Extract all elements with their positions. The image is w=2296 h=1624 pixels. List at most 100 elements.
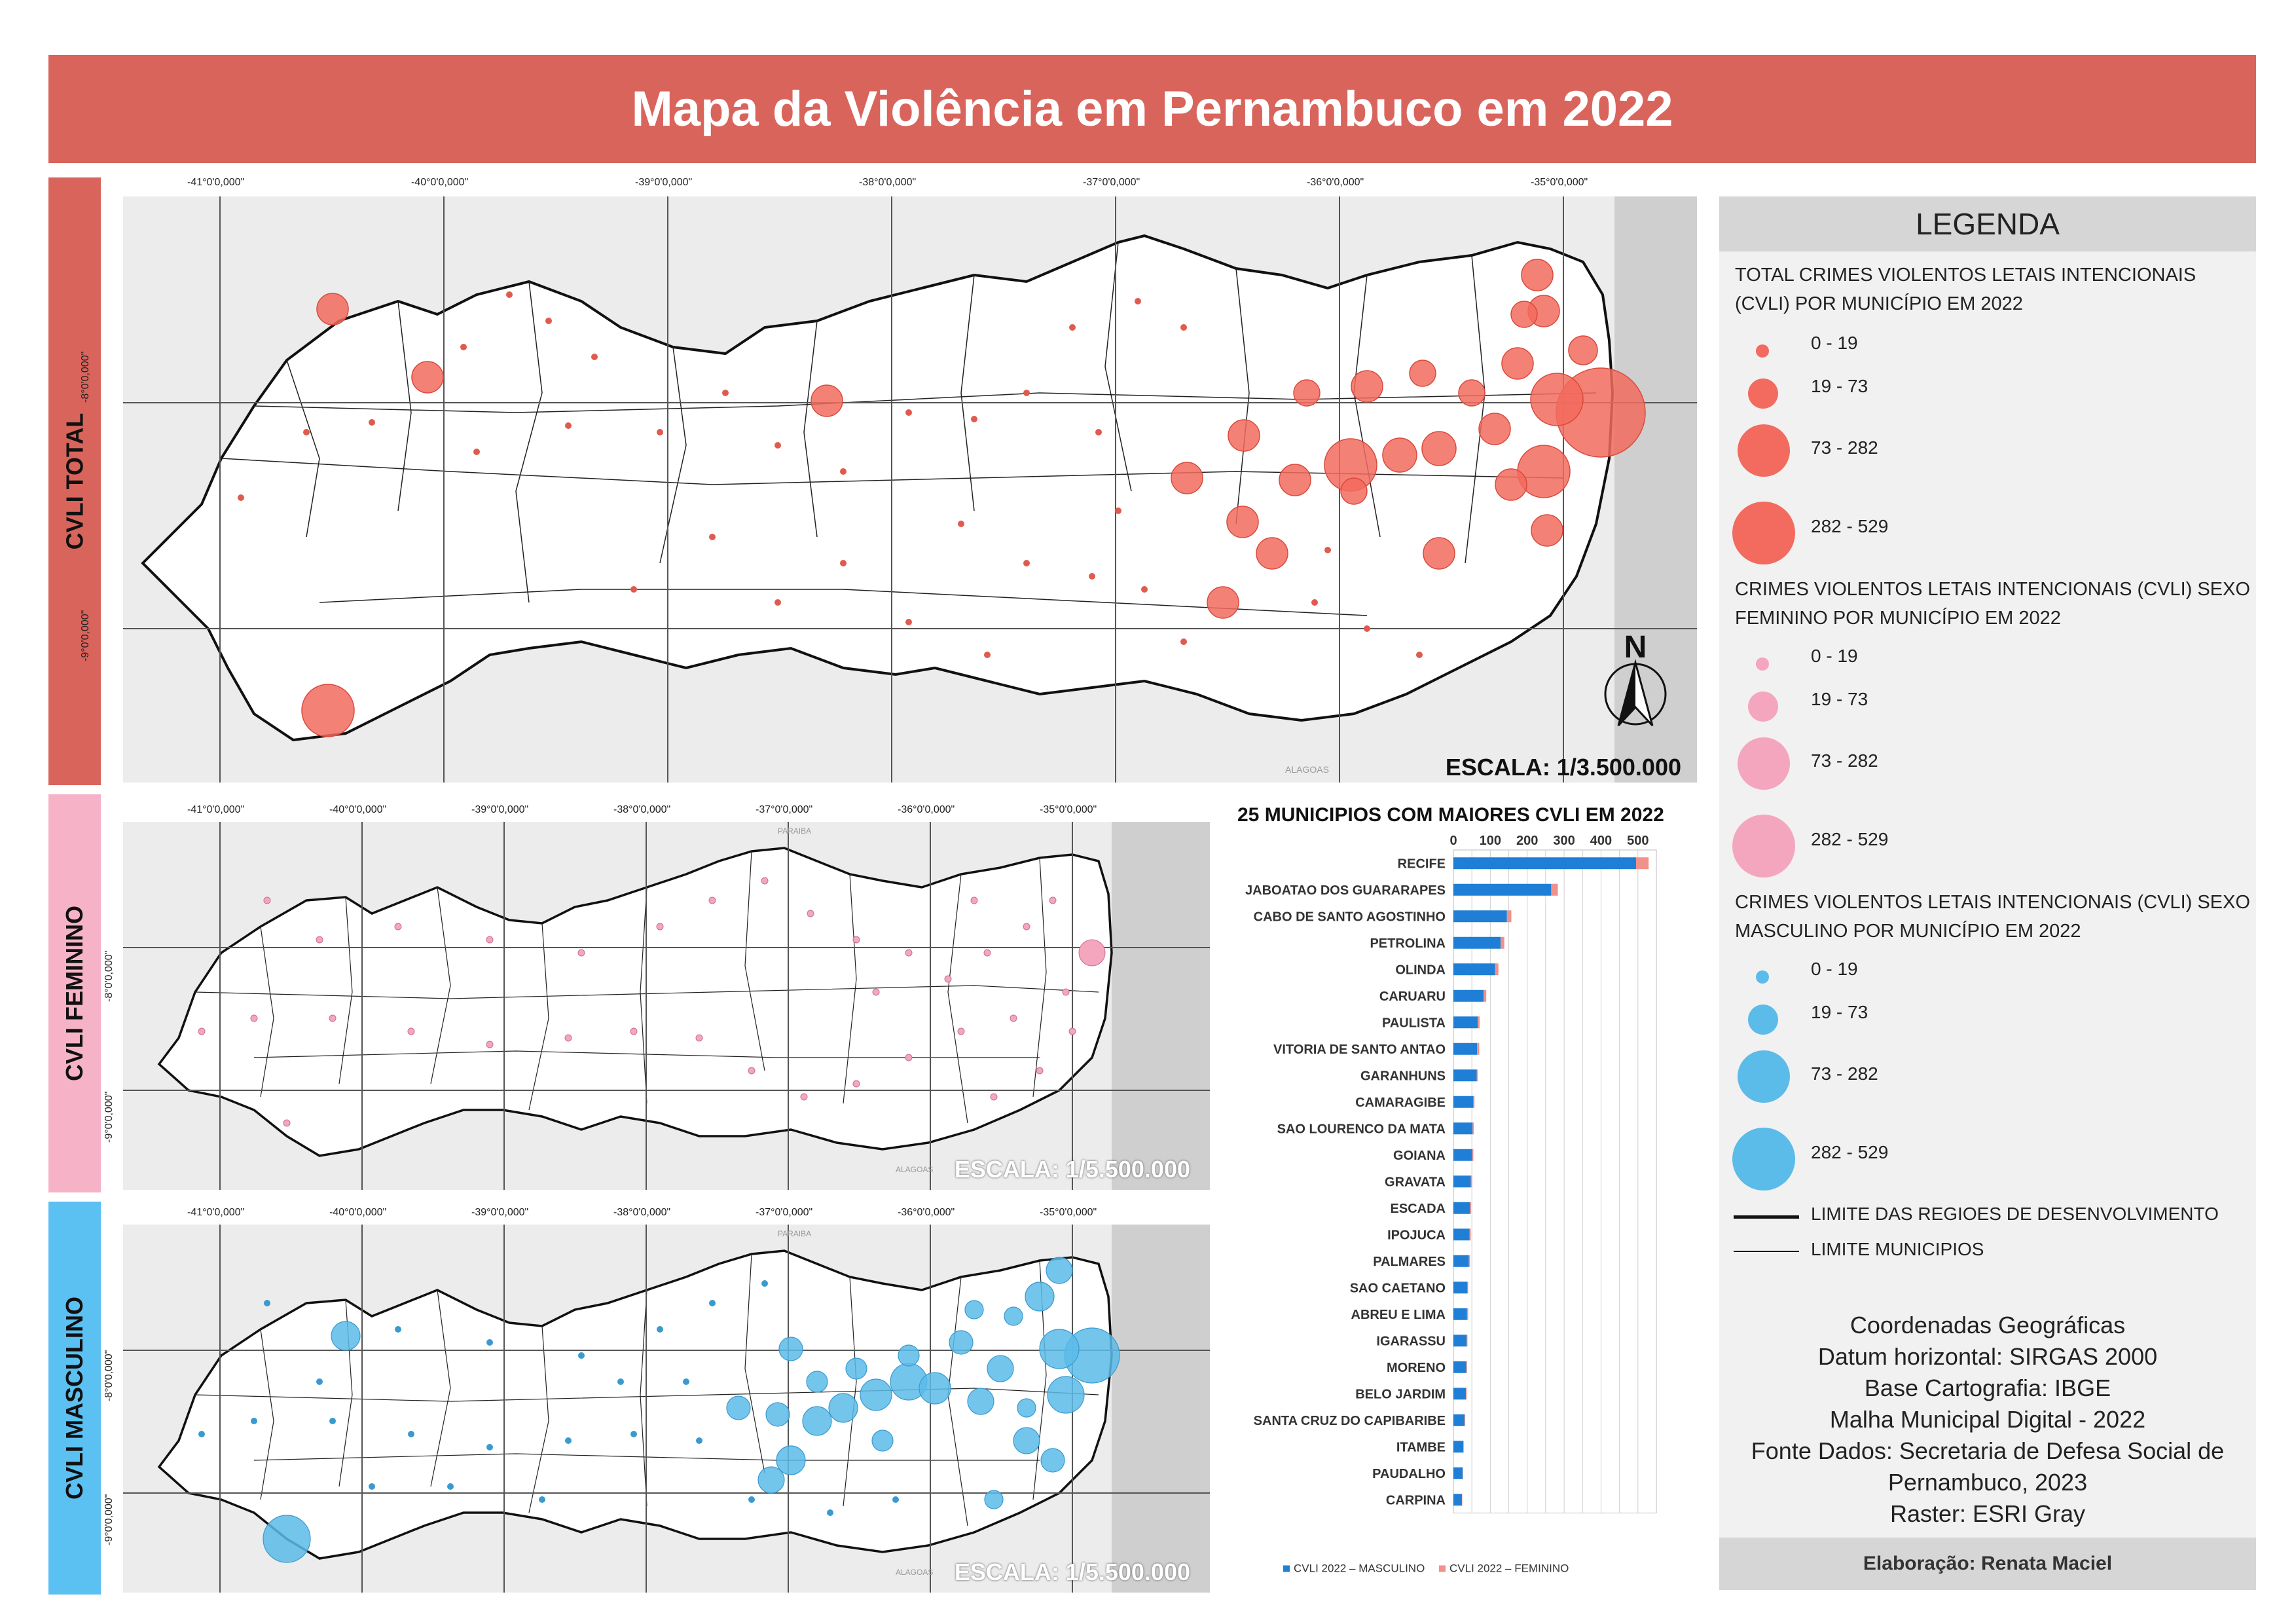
chart-tick-label: 100 bbox=[1480, 834, 1501, 848]
legend-total-circle-1 bbox=[1756, 344, 1769, 358]
chart-bar-masculino bbox=[1453, 1202, 1470, 1214]
info-line: Fonte Dados: Secretaria de Defesa Social… bbox=[1751, 1437, 2225, 1464]
chart-plot-area bbox=[1453, 849, 1657, 1513]
lon-label: -38°0'0,000" bbox=[859, 177, 917, 188]
chart-bar-masculino bbox=[1453, 936, 1501, 949]
chart-bar-feminino bbox=[1469, 1228, 1471, 1241]
map-total-canvas: ALAGOAS N bbox=[123, 196, 1697, 783]
alagoas-label: ALAGOAS bbox=[896, 1165, 933, 1174]
chart-category-label: CARPINA bbox=[1386, 1493, 1446, 1507]
lon-label: -40°0'0,000" bbox=[411, 177, 469, 188]
chart-bar-masculino bbox=[1453, 1467, 1463, 1479]
chart-category-label: PAUDALHO bbox=[1372, 1467, 1446, 1481]
lon-label: -40°0'0,000" bbox=[329, 1207, 387, 1218]
chart-bar-feminino bbox=[1506, 910, 1512, 923]
legend-total-class-4: 282 - 529 bbox=[1811, 516, 1889, 536]
chart-bar-feminino bbox=[1467, 1308, 1468, 1320]
legend-masculino-circle-1 bbox=[1756, 970, 1769, 984]
chart-bar-feminino bbox=[1636, 857, 1649, 870]
legend-masculino-class-4: 282 - 529 bbox=[1811, 1142, 1889, 1162]
credit: Elaboração: Renata Maciel bbox=[1719, 1538, 2256, 1590]
chart-category-label: GOIANA bbox=[1393, 1149, 1446, 1163]
chart-legend-swatch-masculino bbox=[1283, 1565, 1290, 1572]
lat-label: -9°0'0,000" bbox=[80, 610, 91, 661]
legend-municipios-label: LIMITE MUNICIPIOS bbox=[1811, 1239, 1984, 1259]
scale-masculino: ESCALA: 1/5.500.000 bbox=[954, 1559, 1190, 1585]
lon-label: -38°0'0,000" bbox=[613, 1207, 671, 1218]
legend-feminino-circle-2 bbox=[1748, 692, 1778, 722]
legend-feminino-circle-3 bbox=[1738, 737, 1790, 790]
chart-bar-feminino bbox=[1472, 1149, 1474, 1161]
chart-category-label: IPOJUCA bbox=[1387, 1228, 1446, 1242]
map-info: Coordenadas Geográficas Datum horizontal… bbox=[1719, 1310, 2256, 1530]
lon-label: -35°0'0,000" bbox=[1040, 804, 1097, 815]
lat-label: -9°0'0,000" bbox=[103, 1494, 115, 1545]
chart-bar-masculino bbox=[1453, 883, 1552, 896]
legend-masculino-class-2: 19 - 73 bbox=[1811, 1002, 1868, 1022]
chart-bar-masculino bbox=[1453, 1096, 1474, 1108]
map-total[interactable]: ALAGOAS N ESCALA: 1/3.500.000 bbox=[123, 196, 1697, 783]
chart-bar-feminino bbox=[1501, 936, 1504, 949]
chart-bar-masculino bbox=[1453, 1228, 1470, 1241]
chart-bar-feminino bbox=[1463, 1441, 1464, 1453]
chart-bar-feminino bbox=[1468, 1255, 1470, 1267]
legend-feminino-class-1: 0 - 19 bbox=[1811, 646, 1858, 666]
chart-category-label: SANTA CRUZ DO CAPIBARIBE bbox=[1254, 1414, 1446, 1428]
legend-masculino-class-3: 73 - 282 bbox=[1811, 1063, 1878, 1084]
lon-label: -37°0'0,000" bbox=[1083, 177, 1140, 188]
side-tab-masculino: CVLI MASCULINO bbox=[48, 1202, 101, 1595]
chart-tick-label: 500 bbox=[1627, 834, 1649, 848]
legend-total-circle-4 bbox=[1732, 502, 1795, 564]
legend-feminino-class-3: 73 - 282 bbox=[1811, 750, 1878, 771]
chart-category-label: PETROLINA bbox=[1370, 936, 1446, 951]
chart-bar-masculino bbox=[1453, 1255, 1469, 1267]
chart-bar-masculino bbox=[1453, 857, 1636, 870]
side-tab-total: CVLI TOTAL bbox=[48, 177, 101, 785]
map-masculino[interactable]: ALAGOAS PARAIBA ESCALA: 1/5.500.000 bbox=[123, 1225, 1210, 1593]
page-title: Mapa da Violência em Pernambuco em 2022 bbox=[48, 55, 2256, 163]
lat-label: -8°0'0,000" bbox=[103, 950, 115, 1002]
chart-canvas: 0 100 200 300 400 500 RECIFE JABOATAO DOS GUARA… bbox=[1245, 834, 1657, 1575]
chart-legend-feminino: CVLI 2022 – FEMININO bbox=[1449, 1562, 1569, 1575]
chart-bar-masculino bbox=[1453, 1016, 1478, 1029]
map-feminino[interactable]: ALAGOAS PARAIBA ESCALA: 1/5.500.000 bbox=[123, 822, 1210, 1190]
chart-category-label: ITAMBE bbox=[1396, 1440, 1446, 1454]
chart-category-label: JABOATAO DOS GUARARAPES bbox=[1245, 883, 1446, 898]
info-line: Base Cartografia: IBGE bbox=[1864, 1375, 2111, 1401]
chart-category-label: CAMARAGIBE bbox=[1355, 1096, 1446, 1110]
chart-bar-feminino bbox=[1467, 1282, 1468, 1294]
lon-label: -36°0'0,000" bbox=[898, 804, 955, 815]
chart-tick-label: 0 bbox=[1449, 834, 1457, 848]
legend-total-title: TOTAL CRIMES VIOLENTOS LETAIS INTENCIONA… bbox=[1735, 265, 2196, 314]
chart-bar-feminino bbox=[1551, 883, 1558, 896]
chart-bar-feminino bbox=[1472, 1122, 1474, 1135]
lon-label: -39°0'0,000" bbox=[471, 1207, 529, 1218]
chart-bar-masculino bbox=[1453, 1494, 1462, 1506]
bar-chart: 25 MUNICIPIOS COM MAIORES CVLI EM 2022 0… bbox=[1224, 804, 1683, 1596]
alagoas-label: ALAGOAS bbox=[1285, 764, 1329, 775]
chart-category-label: RECIFE bbox=[1398, 857, 1446, 871]
lon-label: -35°0'0,000" bbox=[1040, 1207, 1097, 1218]
paraiba-label: PARAIBA bbox=[778, 1229, 811, 1238]
info-line: Datum horizontal: SIRGAS 2000 bbox=[1817, 1343, 2158, 1370]
map-masculino-canvas: ALAGOAS PARAIBA bbox=[123, 1225, 1210, 1593]
chart-tick-label: 300 bbox=[1553, 834, 1575, 848]
legend-total-class-3: 73 - 282 bbox=[1811, 437, 1878, 458]
legend-total-class-1: 0 - 19 bbox=[1811, 333, 1858, 353]
lon-label: -40°0'0,000" bbox=[329, 804, 387, 815]
chart-bar-feminino bbox=[1478, 1016, 1480, 1029]
legend-total-class-2: 19 - 73 bbox=[1811, 376, 1868, 396]
chart-legend-swatch-feminino bbox=[1439, 1565, 1446, 1572]
chart-category-label: VITORIA DE SANTO ANTAO bbox=[1273, 1043, 1446, 1057]
chart-bar-masculino bbox=[1453, 1441, 1464, 1453]
chart-bar-masculino bbox=[1453, 1043, 1478, 1055]
north-arrow-icon: N bbox=[1604, 630, 1667, 727]
chart-tick-label: 400 bbox=[1590, 834, 1612, 848]
lat-label: -9°0'0,000" bbox=[103, 1091, 115, 1143]
info-line: Pernambuco, 2023 bbox=[1887, 1469, 2088, 1496]
legend-masculino-title: CRIMES VIOLENTOS LETAIS INTENCIONAIS (CV… bbox=[1735, 892, 2250, 942]
lon-label: -41°0'0,000" bbox=[187, 1207, 245, 1218]
chart-bar-feminino bbox=[1476, 1069, 1478, 1082]
side-tab-feminino: CVLI FEMININO bbox=[48, 794, 101, 1192]
chart-legend-masculino: CVLI 2022 – MASCULINO bbox=[1294, 1562, 1425, 1575]
